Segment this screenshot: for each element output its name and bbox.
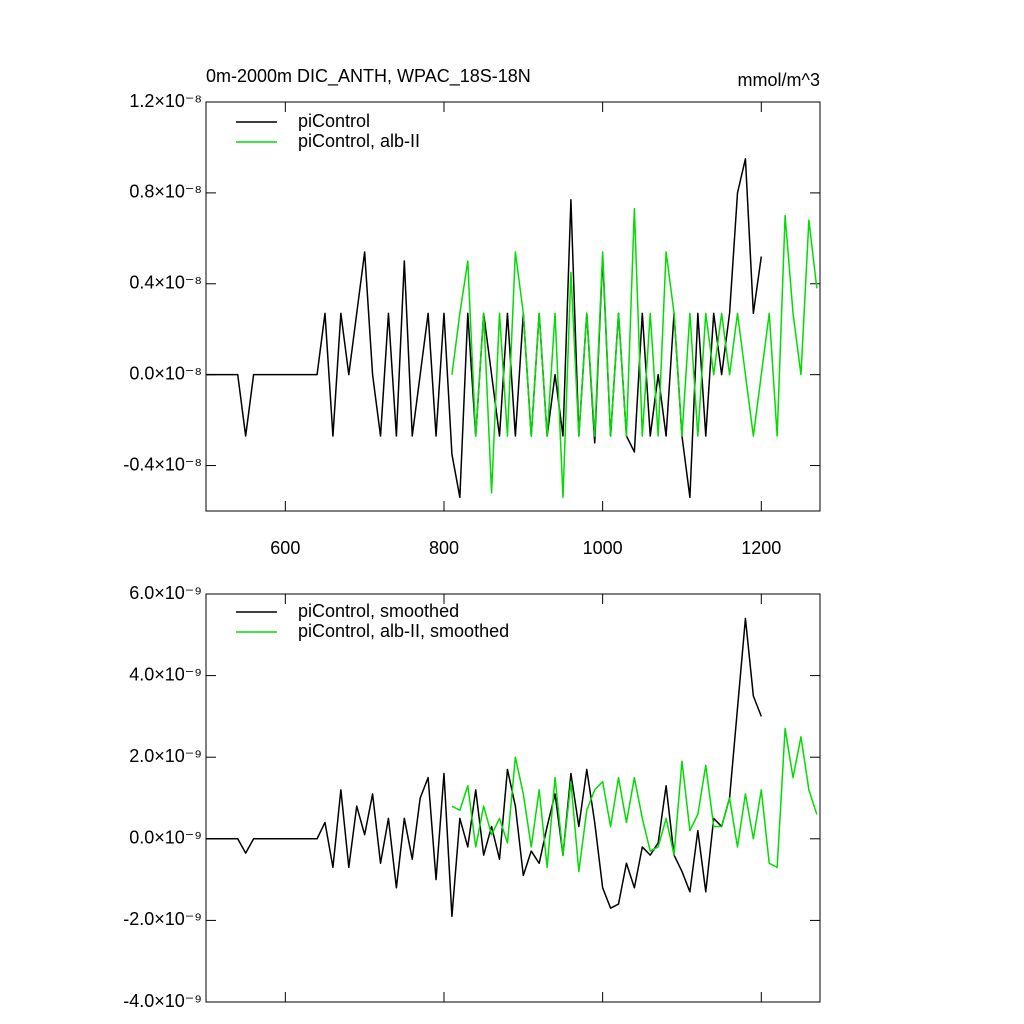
legend-label: piControl, alb-II bbox=[298, 131, 420, 151]
y-tick-label: 0.0×10⁻⁹ bbox=[129, 828, 202, 848]
legend-label: piControl, alb-II, smoothed bbox=[298, 621, 509, 641]
legend-label: piControl bbox=[298, 111, 370, 131]
x-tick-label: 800 bbox=[429, 538, 459, 558]
y-tick-label: 4.0×10⁻⁹ bbox=[129, 664, 202, 684]
legend-label: piControl, smoothed bbox=[298, 601, 459, 621]
plot-frame bbox=[205, 101, 821, 512]
series-line bbox=[451, 727, 818, 873]
series-line bbox=[206, 617, 762, 918]
series-line bbox=[451, 208, 818, 499]
y-tick-label: -2.0×10⁻⁹ bbox=[123, 909, 202, 929]
y-tick-label: 1.2×10⁻⁸ bbox=[129, 91, 202, 111]
units-label: mmol/m^3 bbox=[738, 70, 820, 90]
y-tick-label: 0.0×10⁻⁸ bbox=[129, 363, 202, 383]
y-tick-label: -0.4×10⁻⁸ bbox=[123, 454, 202, 474]
y-tick-label: 0.4×10⁻⁸ bbox=[129, 273, 202, 293]
x-tick-label: 1000 bbox=[583, 538, 623, 558]
chart-title: 0m-2000m DIC_ANTH, WPAC_18S-18N bbox=[206, 66, 531, 87]
y-tick-label: -4.0×10⁻⁹ bbox=[123, 991, 202, 1011]
y-tick-label: 6.0×10⁻⁹ bbox=[129, 583, 202, 603]
x-tick-label: 600 bbox=[270, 538, 300, 558]
y-tick-label: 2.0×10⁻⁹ bbox=[129, 746, 202, 766]
plot-frame bbox=[205, 593, 821, 1003]
y-tick-label: 0.8×10⁻⁸ bbox=[129, 182, 202, 202]
x-tick-label: 1200 bbox=[741, 538, 781, 558]
